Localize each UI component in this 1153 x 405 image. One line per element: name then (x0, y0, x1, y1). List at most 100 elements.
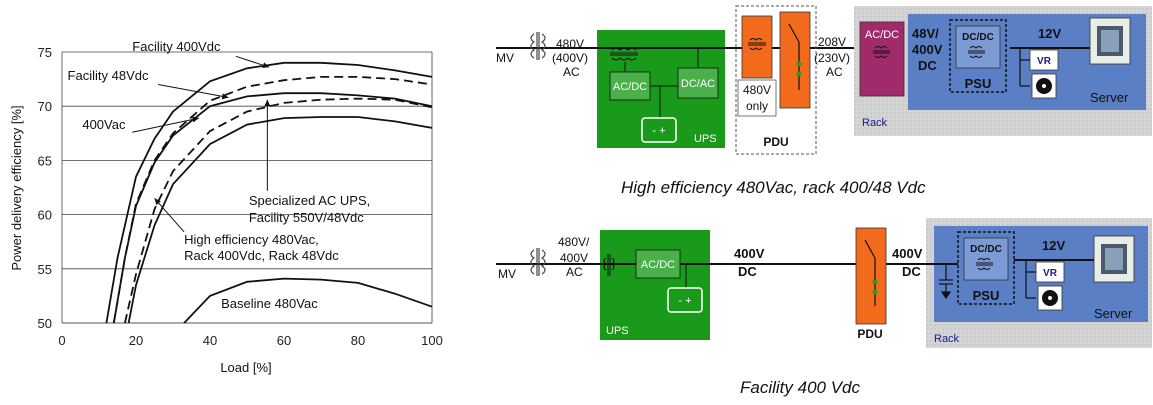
series-line-400vac (112, 92, 433, 324)
pdu-breaker-box (779, 11, 811, 109)
power-delivery-diagrams: MV 480V (400V) AC AC/DC DC/AC - + UPS (496, 5, 1152, 348)
chart-axes (61, 52, 433, 324)
v12-label: 12V (1038, 26, 1061, 41)
y-tick-label: 60 (38, 208, 52, 223)
rack-voltage-line2: (230V) (814, 51, 850, 65)
pdu-label: PDU (857, 327, 882, 341)
battery-icon: - + (678, 295, 691, 307)
dc-voltage2-line2: DC (902, 264, 921, 279)
cpu-chip-icon (1101, 30, 1119, 52)
series-line-high-efficiency-480vac-rack-400vdc-rack-48vdc (127, 116, 433, 324)
rack-voltage-line3: AC (826, 65, 843, 79)
annotation-label: Facility 400Vdc (132, 39, 221, 54)
annotation-arrowhead (221, 93, 229, 100)
ups-transformer-icon (603, 254, 615, 276)
rack-voltage-line1: 208V (818, 35, 846, 49)
annotation-arrowhead (154, 198, 161, 206)
pdu-breaker-box (855, 227, 887, 325)
dc-voltage2-line1: 400V (892, 246, 923, 261)
server-label: Server (1090, 90, 1129, 105)
y-tick-label: 50 (38, 316, 52, 331)
indicator-led (796, 61, 802, 67)
ups-acdc-box (609, 71, 651, 101)
dcdc-transformer-icon (976, 258, 993, 270)
pdu-only-line2: only (746, 99, 768, 113)
vr-box (1029, 49, 1059, 71)
server-label: Server (1094, 306, 1133, 321)
diagram1-caption: High efficiency 480Vac, rack 400/48 Vdc (621, 178, 926, 197)
dc-voltage1-line1: 400V (734, 246, 765, 261)
dcdc-transformer-icon (968, 46, 985, 58)
input-voltage-line2: (400V) (552, 51, 588, 65)
indicator-led (872, 279, 878, 285)
ups-dcac-label: DC/AC (681, 78, 715, 90)
rack-acdc-box (859, 21, 905, 97)
annotation-arrowhead (264, 99, 271, 107)
rack-acdc-transformer-icon (873, 46, 890, 58)
annotation-label: 400Vac (82, 117, 126, 132)
series-line-facility-400vdc (105, 61, 433, 324)
pdu-dashed-box (735, 5, 817, 155)
y-axis-label: Power delivery efficiency [%] (9, 105, 24, 270)
psu-label: PSU (965, 76, 992, 91)
psu-label: PSU (973, 288, 1000, 303)
annotation-label: Rack 400Vdc, Rack 48Vdc (184, 248, 339, 263)
annotation-label: Facility 48Vdc (68, 68, 149, 83)
diagram-480vac: MV 480V (400V) AC AC/DC DC/AC - + UPS (496, 5, 1152, 155)
vr-label: VR (1043, 268, 1058, 279)
diagram2-caption: Facility 400 Vdc (740, 378, 860, 397)
input-voltage-line2: 400V (560, 251, 588, 265)
x-axis-label: Load [%] (220, 360, 271, 375)
dc-voltage1-line2: DC (738, 264, 757, 279)
vr-label: VR (1037, 56, 1052, 67)
battery-icon: - + (652, 125, 665, 137)
vr-box (1035, 261, 1065, 283)
transformer-icon (530, 248, 546, 276)
input-voltage-line1: 480V (556, 37, 584, 51)
ups-label: UPS (606, 325, 629, 337)
dcdc-label: DC/DC (970, 244, 1002, 255)
rack-acdc-label: AC/DC (865, 29, 899, 41)
mv-label: MV (498, 267, 516, 281)
annotation-label: Facility 550V/48Vdc (249, 210, 364, 225)
chart-annotations: Facility 400Vdc Facility 48Vdc 400Vac Speci… (68, 39, 371, 311)
y-tick-label: 65 (38, 153, 52, 168)
pdu-only-line1: 480V (743, 83, 771, 97)
dc-voltage-line1: 48V/ (912, 26, 939, 41)
x-tick-label: 40 (203, 333, 217, 348)
fan-icon (1048, 296, 1052, 300)
series-line-baseline-480vac (183, 277, 433, 324)
pdu-transformer-icon (748, 38, 766, 50)
ups-transformer-icon (610, 47, 638, 61)
battery-icon (667, 287, 703, 313)
annotation-arrowhead (192, 116, 199, 123)
mv-label: MV (496, 51, 514, 65)
pdu-label: PDU (763, 135, 788, 149)
annotation-label: Specialized AC UPS, (249, 193, 370, 208)
capacitor-icon (939, 264, 953, 300)
annotation-label: Baseline 480Vac (221, 296, 318, 311)
ups-label: UPS (694, 133, 717, 145)
pdu-only-box (737, 79, 777, 117)
y-tick-label: 75 (38, 45, 52, 60)
x-tick-label: 60 (277, 333, 291, 348)
dc-voltage-line3: DC (918, 58, 937, 73)
cpu-chip-icon (1105, 248, 1123, 270)
x-tick-label: 0 (58, 333, 65, 348)
ups-acdc-label: AC/DC (613, 81, 647, 93)
x-tick-label: 80 (351, 333, 365, 348)
v12-label: 12V (1042, 238, 1065, 253)
chart-ticks: 0 20 40 60 80 100 50 55 60 65 70 75 (38, 45, 443, 348)
battery-icon (641, 117, 677, 143)
pdu-transformer-box (741, 15, 773, 79)
rack-label: Rack (934, 333, 960, 345)
annotation-arrowhead (262, 62, 270, 69)
fan-icon (1042, 84, 1046, 88)
input-voltage-line3: AC (563, 65, 580, 79)
y-tick-label: 70 (38, 99, 52, 114)
annotation-label: High efficiency 480Vac, (184, 232, 319, 247)
ups-acdc-label: AC/DC (641, 259, 675, 271)
series-line-specialized-ac-ups-facility-550v-48vdc (124, 97, 433, 324)
annotation-pointer (158, 84, 229, 99)
diagram-400vdc: MV 480V/ 400V AC AC/DC - + UPS 400V DC P… (496, 218, 1152, 348)
